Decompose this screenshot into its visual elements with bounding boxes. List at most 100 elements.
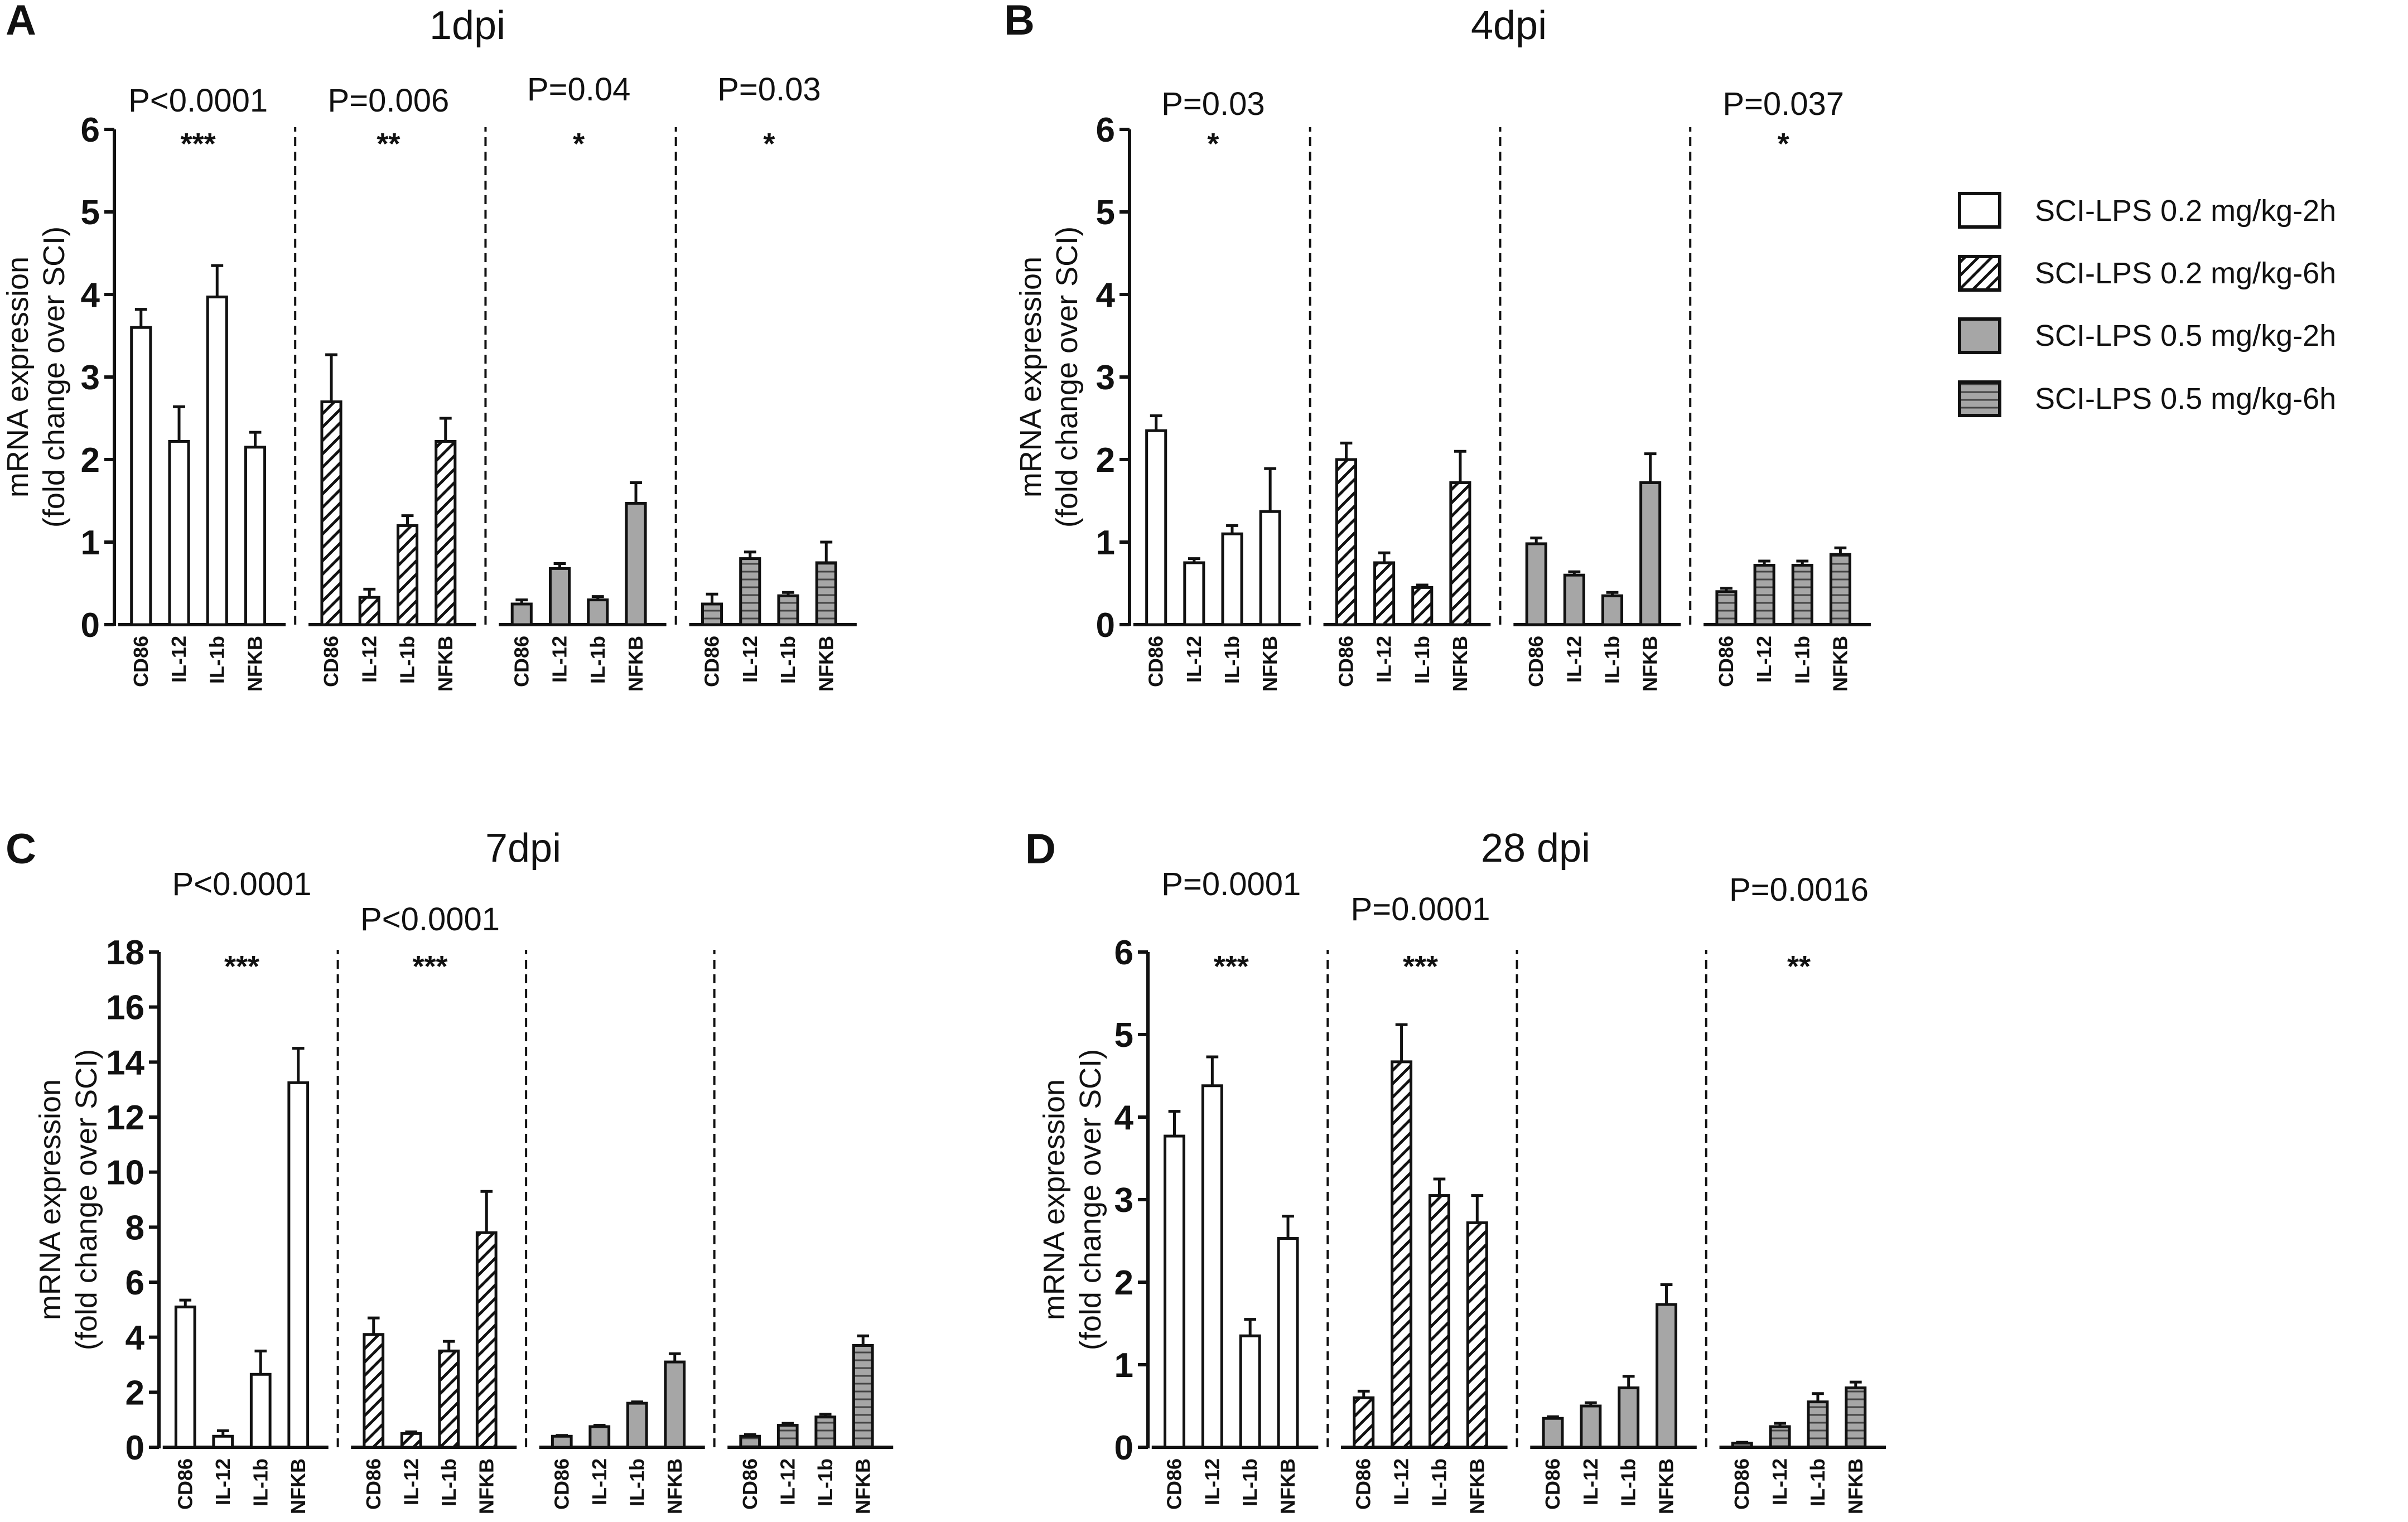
y-tick-label: 8 (126, 1209, 144, 1247)
bar (1639, 481, 1662, 626)
bar (551, 1434, 573, 1449)
bar (1769, 1425, 1791, 1449)
y-tick-label: 5 (1114, 1016, 1133, 1055)
bar (1145, 429, 1167, 626)
y-tick-label: 12 (106, 1099, 144, 1137)
x-tick-label: NFKB (1655, 1458, 1678, 1514)
bar (244, 446, 267, 626)
x-tick-label: IL-1b (1601, 636, 1624, 684)
y-tick-label: 4 (1114, 1099, 1134, 1137)
panel-title: 7dpi (485, 826, 561, 871)
bar (1201, 1084, 1223, 1449)
x-tick-label: CD86 (1352, 1458, 1375, 1510)
p-value-annotation: P=0.037 (1722, 86, 1844, 122)
x-tick-label: IL-1b (437, 1458, 460, 1506)
significance-stars: * (1778, 127, 1789, 161)
legend-swatch-gray (1958, 317, 2001, 354)
x-tick-label: CD86 (1715, 636, 1738, 687)
x-tick-label: IL-12 (399, 1458, 422, 1505)
x-tick-label: IL-1b (1411, 636, 1434, 684)
panel-letter: B (1004, 0, 1035, 44)
y-tick-label: 3 (1114, 1181, 1133, 1220)
panel-b: B 4dpi 0 1 2 3 4 5 6 CD86 IL-12 IL-1b NFKB P=0.03 * C… (1004, 0, 1871, 692)
x-tick-label: NFKB (1465, 1458, 1488, 1514)
bar (212, 1434, 234, 1449)
bar (438, 1349, 460, 1449)
y-tick-label: 2 (1114, 1264, 1133, 1302)
y-tick-label: 6 (1096, 111, 1115, 149)
panel-title: 4dpi (1471, 3, 1547, 48)
x-tick-label: IL-1b (1806, 1458, 1829, 1506)
y-tick-label: 0 (126, 1429, 144, 1467)
x-tick-label: IL-1b (1427, 1458, 1450, 1506)
y-axis-label-line2: (fold change over SCI) (1050, 226, 1084, 528)
bar (588, 1425, 611, 1449)
bar (1753, 563, 1775, 626)
p-value-annotation: P=0.03 (717, 71, 821, 108)
y-tick-label: 10 (106, 1154, 144, 1192)
x-tick-label: IL-1b (776, 636, 799, 684)
x-tick-label: IL-12 (739, 636, 761, 683)
x-tick-label: NFKB (1828, 636, 1851, 692)
bar (1845, 1386, 1867, 1449)
y-tick-label: 0 (81, 606, 100, 645)
bar (130, 326, 152, 626)
bar (1221, 532, 1243, 626)
y-axis-label-line2: (fold change over SCI) (37, 226, 71, 528)
bar (1580, 1404, 1602, 1449)
x-tick-label: IL-12 (358, 636, 380, 683)
x-tick-label: IL-1b (1617, 1458, 1640, 1506)
panel-letter: C (6, 825, 36, 873)
bar (626, 1402, 648, 1449)
x-tick-label: CD86 (320, 636, 342, 687)
y-tick-label: 16 (106, 989, 144, 1027)
x-tick-label: NFKB (851, 1458, 874, 1514)
x-tick-label: NFKB (1639, 636, 1662, 692)
x-tick-label: NFKB (1276, 1458, 1299, 1514)
x-tick-label: CD86 (1334, 636, 1357, 687)
significance-stars: *** (1214, 950, 1249, 983)
x-tick-label: IL-12 (1562, 636, 1585, 683)
significance-stars: *** (224, 950, 259, 983)
x-tick-label: IL-12 (1373, 636, 1396, 683)
x-tick-label: IL-1b (625, 1458, 648, 1506)
plot-area: 0 2 4 6 8 10 12 14 16 18 CD86 IL-12 IL-1b NFKB P<0.000… (106, 866, 894, 1514)
bar (510, 602, 533, 626)
y-tick-label: 6 (81, 111, 100, 149)
bar (1601, 594, 1624, 626)
plot-area: 0 1 2 3 4 5 6 CD86 IL-12 IL-1b NFKB P=0.0001 *** CD86… (1114, 866, 1886, 1514)
y-axis-label-line1: mRNA expression (1014, 257, 1048, 497)
bar (320, 400, 342, 626)
bar (358, 596, 380, 626)
x-tick-label: CD86 (510, 636, 533, 687)
legend-swatch-gray-striped (1958, 380, 2001, 417)
x-tick-label: CD86 (739, 1458, 761, 1510)
bar (1259, 510, 1281, 626)
y-axis-label-line1: mRNA expression (1, 257, 35, 497)
bar (174, 1305, 196, 1449)
bar (664, 1360, 686, 1449)
y-tick-label: 3 (1096, 359, 1115, 397)
bar (1239, 1334, 1261, 1449)
y-tick-label: 4 (126, 1319, 145, 1357)
bar (168, 439, 190, 626)
x-tick-label: IL-12 (1753, 636, 1775, 683)
bar (400, 1432, 422, 1449)
bar (701, 602, 723, 626)
y-tick-label: 6 (126, 1264, 144, 1302)
y-tick-label: 4 (81, 276, 100, 315)
x-tick-label: NFKB (287, 1458, 310, 1514)
x-tick-label: IL-12 (1768, 1458, 1791, 1505)
y-axis-label-line2: (fold change over SCI) (1074, 1049, 1107, 1350)
y-tick-label: 3 (81, 359, 100, 397)
x-tick-label: CD86 (550, 1458, 573, 1510)
bar (548, 567, 571, 626)
p-value-annotation: P=0.006 (328, 83, 450, 119)
y-axis-label-line1: mRNA expression (33, 1079, 67, 1320)
bar (815, 561, 837, 626)
significance-stars: ** (1787, 950, 1811, 983)
legend: SCI-LPS 0.2 mg/kg-2h SCI-LPS 0.2 mg/kg-6… (1958, 192, 2336, 417)
bar (776, 1424, 799, 1449)
x-tick-label: IL-12 (776, 1458, 799, 1505)
